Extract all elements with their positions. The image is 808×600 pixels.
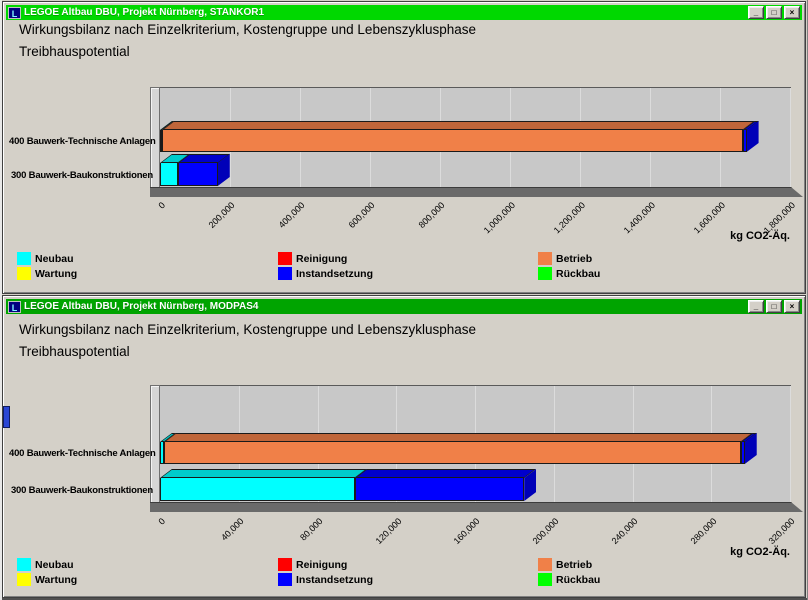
bar-end-cap [217,154,230,186]
chart-area: 0 40,000 80,000 120,000 160,000 200,000 240,00… [3,296,805,597]
bar-segment-Neubau [160,130,163,152]
legend-item-wartung: Wartung [17,573,77,586]
close-button[interactable]: × [784,300,800,313]
bar-segment-Instandsetzung [354,478,525,501]
bar-segment-Betrieb [163,442,741,464]
legend-label: Reinigung [296,252,348,265]
legend-label: Wartung [35,573,78,586]
legend-item-instandsetzung: Instandsetzung [278,267,373,280]
close-button[interactable]: × [784,6,800,19]
axis-tick-label: 320,000 [766,516,798,547]
legend-swatch-reinigung [278,558,292,571]
legend-label: Rückbau [556,267,601,280]
chart-subtitle: Treibhauspotential [19,44,130,59]
category-label: 300 Bauwerk-Baukonstruktionen [10,169,153,181]
bar-end-cap [744,433,757,464]
legend-item-instandsetzung: Instandsetzung [278,573,373,586]
bar-end-cap [524,469,537,501]
chart-title: Wirkungsbilanz nach Einzelkriterium, Kos… [19,22,477,37]
chart-title: Wirkungsbilanz nach Einzelkriterium, Kos… [19,322,477,337]
legend-label: Betrieb [556,558,593,571]
maximize-button[interactable]: □ [766,6,782,19]
legend-swatch-reinigung [278,252,292,265]
legend-item-neubau: Neubau [17,252,77,265]
bar-top-Betrieb [162,121,756,130]
legend-column: Neubau Wartung [17,558,77,588]
legend-swatch-betrieb [538,558,552,571]
category-label: 400 Bauwerk-Technische Anlagen [9,136,156,147]
legend-label: Reinigung [296,558,348,571]
legend-label: Neubau [35,558,74,571]
category-label: 400 Bauwerk-Technische Anlagen [9,448,156,459]
legend-item-rueckbau: Rückbau [538,573,600,586]
window-stankor1: L LEGOE Altbau DBU, Projekt Nürnberg, ST… [2,1,806,294]
legend: Neubau Wartung Reinigung Instandsetzung [3,558,805,594]
legend-item-neubau: Neubau [17,558,77,571]
bar-segment-Neubau [160,478,355,501]
legend-swatch-instandsetzung [278,573,292,586]
chart-floor [150,187,803,197]
legend-swatch-wartung [17,573,31,586]
titlebar[interactable]: L LEGOE Altbau DBU, Projekt Nürnberg, MO… [6,299,802,314]
legend-swatch-instandsetzung [278,267,292,280]
chart-subtitle: Treibhauspotential [19,344,130,359]
legend-label: Betrieb [556,252,593,265]
titlebar[interactable]: L LEGOE Altbau DBU, Projekt Nürnberg, ST… [6,5,802,20]
bar-segment-Instandsetzung [743,130,747,152]
axis-unit-label: kg CO2-Äq. [730,546,790,558]
window-controls: _ □ × [746,6,800,19]
legend-column: Neubau Wartung [17,252,77,282]
bar-end-cap [746,121,759,152]
legend-item-wartung: Wartung [17,267,77,280]
legend-swatch-wartung [17,267,31,280]
bar-top-Neubau [160,469,367,478]
chart-floor [150,502,803,512]
bar-segment-Neubau [160,442,164,464]
legend-label: Rückbau [556,573,601,586]
gridline [790,386,791,502]
legend-swatch-betrieb [538,252,552,265]
left-border-handle[interactable] [3,406,10,428]
legend-item-rueckbau: Rückbau [538,267,600,280]
legend-column: Reinigung Instandsetzung [278,252,373,282]
legend-item-reinigung: Reinigung [278,558,373,571]
legend-label: Wartung [35,267,78,280]
legend-swatch-neubau [17,558,31,571]
legend-swatch-rueckbau [538,267,552,280]
bar-segment-Instandsetzung [740,442,745,464]
legend-item-betrieb: Betrieb [538,558,600,571]
legend-label: Instandsetzung [296,573,374,586]
bar-top-Instandsetzung [354,469,537,478]
bar-top-Betrieb [163,433,753,442]
legend-swatch-neubau [17,252,31,265]
legend-column: Betrieb Rückbau [538,252,600,282]
app-icon: L [8,300,21,313]
axis-tick: 320,000 [660,516,797,546]
bar-segment-Instandsetzung [177,163,218,186]
legend-column: Betrieb Rückbau [538,558,600,588]
legend: Neubau Wartung Reinigung Instandsetzung [3,252,805,288]
legend-label: Instandsetzung [296,267,374,280]
bar-segment-Neubau [160,163,178,186]
app-icon: L [8,6,21,19]
legend-item-reinigung: Reinigung [278,252,373,265]
axis-unit-label: kg CO2-Äq. [730,230,790,242]
maximize-button[interactable]: □ [766,300,782,313]
window-controls: _ □ × [746,300,800,313]
legend-label: Neubau [35,252,74,265]
window-title: LEGOE Altbau DBU, Projekt Nürnberg, STAN… [24,7,265,18]
window-title: LEGOE Altbau DBU, Projekt Nürnberg, MODP… [24,301,259,312]
bar-segment-Betrieb [162,130,744,152]
legend-swatch-rueckbau [538,573,552,586]
gridline [790,88,791,187]
axis-tick: 1,800,000 [660,200,797,235]
legend-column: Reinigung Instandsetzung [278,558,373,588]
chart-area: 0 200,000 400,000 600,000 800,000 1,000,000 1,… [3,2,805,293]
category-label: 300 Bauwerk-Baukonstruktionen [10,484,153,496]
window-modpas4: L LEGOE Altbau DBU, Projekt Nürnberg, MO… [2,295,806,598]
minimize-button[interactable]: _ [748,6,764,19]
legend-item-betrieb: Betrieb [538,252,600,265]
minimize-button[interactable]: _ [748,300,764,313]
